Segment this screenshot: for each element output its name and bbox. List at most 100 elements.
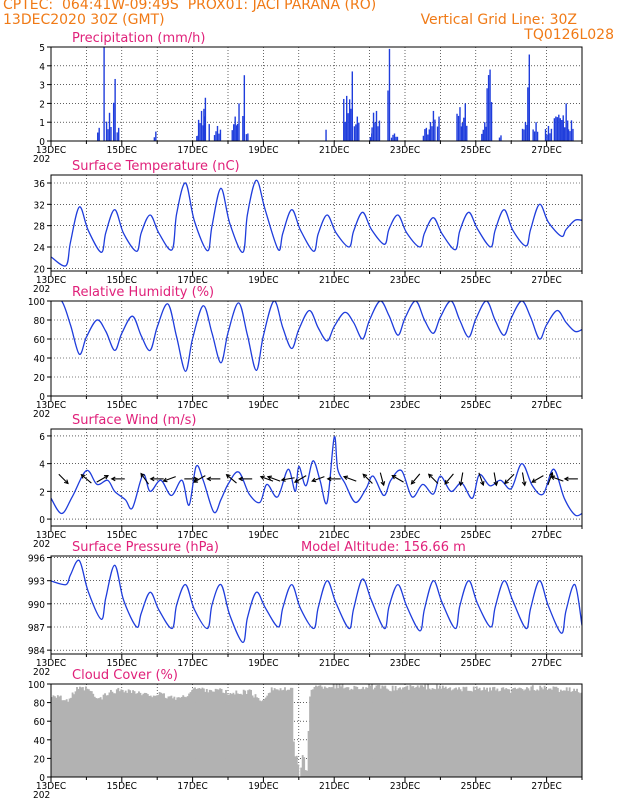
cloud-bar bbox=[287, 689, 289, 777]
cloud-bar bbox=[273, 688, 276, 777]
wind-arrow-shaft bbox=[428, 473, 439, 484]
precip-bar bbox=[356, 116, 359, 141]
wind-arrow bbox=[280, 477, 295, 482]
cloud-bar bbox=[185, 697, 188, 777]
cloud-bar bbox=[238, 693, 241, 777]
precip-bar bbox=[556, 117, 559, 141]
cloud-bar bbox=[62, 700, 65, 777]
cloud-bar bbox=[124, 690, 127, 777]
precip-bar bbox=[546, 134, 548, 141]
wind-arrow-head bbox=[149, 476, 155, 482]
cloud-bar bbox=[192, 688, 195, 777]
cloud-bar bbox=[384, 685, 387, 777]
wind-arrow-shaft bbox=[140, 473, 149, 485]
x-tick-label: 27DEC bbox=[531, 781, 561, 792]
precip-bar bbox=[234, 116, 236, 141]
precip-bar bbox=[484, 122, 486, 141]
cloud-bar bbox=[117, 687, 120, 777]
precip-bar bbox=[460, 126, 463, 141]
precip-bar bbox=[461, 122, 464, 141]
y-tick-label: 100 bbox=[28, 297, 45, 308]
precip-bar bbox=[233, 124, 235, 141]
wind-arrow bbox=[521, 472, 527, 487]
wind-arrow bbox=[58, 473, 69, 485]
precip-bar bbox=[98, 127, 100, 141]
precip-bar bbox=[204, 97, 207, 141]
cloud-bar bbox=[160, 692, 163, 777]
precip-bar bbox=[350, 108, 352, 141]
cloud-bar bbox=[400, 689, 403, 777]
precip-bar bbox=[459, 107, 461, 141]
cloud-bar bbox=[222, 692, 224, 777]
cloud-bar bbox=[170, 695, 173, 777]
cloud-bar bbox=[51, 697, 53, 777]
cloud-bar bbox=[229, 693, 232, 777]
wind-arrow-head bbox=[206, 476, 212, 482]
wind-arrow-shaft bbox=[392, 475, 404, 483]
cloud-bar bbox=[211, 691, 214, 777]
precip-bar bbox=[463, 117, 465, 141]
precip-bar bbox=[550, 128, 553, 141]
precip-bar bbox=[196, 136, 198, 141]
y-tick-label: 24 bbox=[34, 243, 46, 254]
cloud-bar bbox=[374, 687, 376, 777]
cloud-bar bbox=[506, 689, 509, 777]
cloud-bar bbox=[503, 689, 506, 777]
y-tick-label: 3 bbox=[39, 81, 45, 92]
precip-bar bbox=[236, 123, 239, 141]
x-tick-label: 23DEC bbox=[390, 530, 420, 541]
cloud-bar bbox=[253, 697, 255, 777]
precip-bar bbox=[392, 134, 394, 141]
cloud-bar bbox=[306, 770, 309, 777]
cloud-bar bbox=[169, 696, 171, 777]
precip-bar bbox=[565, 103, 567, 141]
cloud-bar bbox=[219, 688, 222, 777]
cloud-bar bbox=[228, 694, 230, 777]
cloud-bar bbox=[574, 690, 577, 777]
x-tick-label: 21DEC bbox=[319, 275, 349, 286]
cloud-bar bbox=[438, 685, 441, 777]
cloud-bar bbox=[523, 690, 525, 777]
precip-bar bbox=[243, 75, 246, 141]
cloud-bar bbox=[397, 688, 400, 777]
precip-bar bbox=[549, 133, 551, 141]
cloud-bar bbox=[548, 688, 550, 777]
cloud-bar bbox=[177, 697, 180, 777]
y-tick-label: 0 bbox=[39, 137, 45, 148]
wind-arrow-head bbox=[391, 475, 397, 480]
x-tick-label: 13DEC bbox=[36, 400, 66, 411]
cloud-bar bbox=[272, 690, 275, 777]
cloud-bar bbox=[127, 689, 130, 777]
wind-arrow-shaft bbox=[260, 476, 274, 482]
y-tick-label: 2 bbox=[39, 487, 45, 498]
cloud-bar bbox=[233, 694, 236, 777]
precip-bar bbox=[567, 129, 570, 141]
wind-arrow-head bbox=[193, 478, 199, 483]
x-tick-label: 21DEC bbox=[319, 658, 349, 669]
wind-arrow-head bbox=[63, 479, 69, 485]
cloud-bar bbox=[120, 689, 123, 777]
cloud-bar bbox=[325, 687, 328, 777]
wind-arrow-shaft bbox=[58, 473, 69, 484]
precip-bar bbox=[481, 133, 483, 141]
cloud-bar bbox=[64, 700, 67, 777]
cloud-bar bbox=[245, 694, 248, 777]
cloud-bar bbox=[148, 695, 151, 777]
cloud-bar bbox=[378, 685, 381, 777]
x-tick-label: 15DEC bbox=[107, 781, 137, 792]
cloud-bar bbox=[502, 687, 505, 777]
cloud-bar bbox=[149, 695, 152, 777]
cloud-bar bbox=[276, 689, 279, 777]
precip-bar bbox=[108, 112, 111, 141]
plot-frame-top bbox=[50, 428, 583, 527]
precip-bar bbox=[524, 122, 527, 141]
precip-bar bbox=[562, 115, 564, 141]
precip-bar bbox=[393, 133, 396, 141]
wind-arrow-head bbox=[238, 476, 243, 482]
cloud-bar bbox=[146, 694, 149, 777]
cloud-bar bbox=[390, 691, 393, 777]
y-tick-label: 40 bbox=[34, 354, 46, 365]
cloud-bar bbox=[528, 690, 531, 777]
cloud-bar bbox=[360, 688, 363, 777]
cloud-bar bbox=[284, 687, 286, 777]
